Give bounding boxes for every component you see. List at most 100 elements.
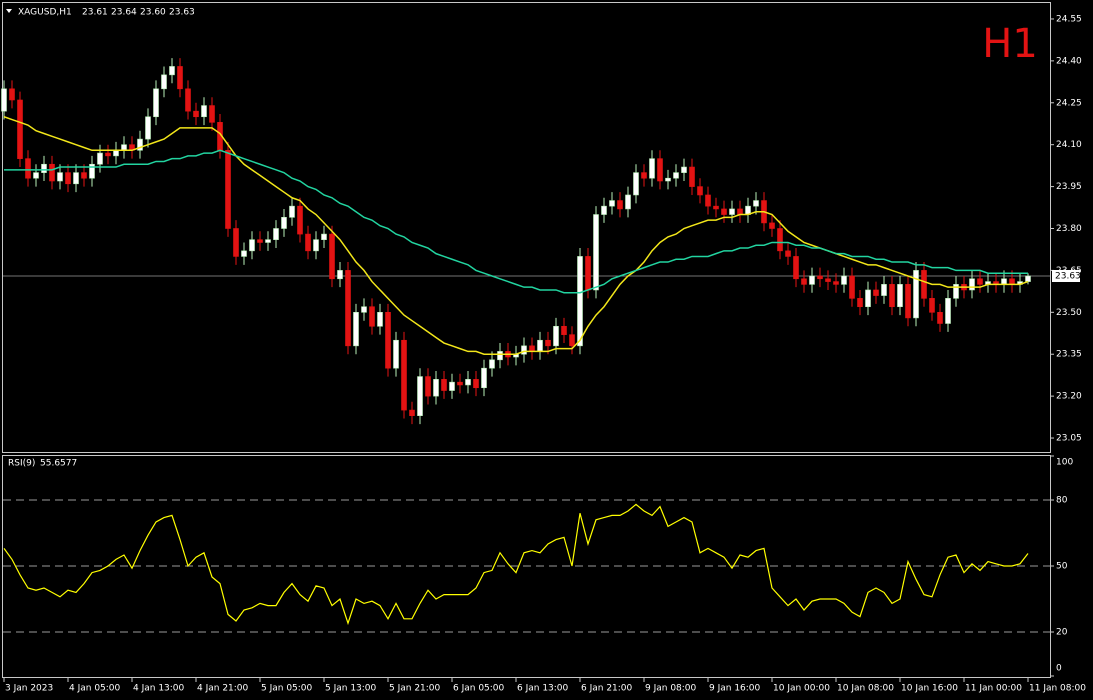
candle-body (1009, 278, 1015, 285)
candle-body (673, 172, 679, 179)
x-tick-label: 5 Jan 05:00 (261, 684, 313, 694)
candle-body (897, 284, 903, 308)
timeframe-label: H1 (982, 21, 1038, 67)
candle-body (81, 172, 87, 179)
candle-body (25, 158, 31, 179)
candle-body (305, 233, 311, 252)
rsi-value: 55.6577 (40, 459, 77, 469)
last-price-box (1052, 269, 1080, 282)
candle-body (937, 312, 943, 324)
candle-body (865, 289, 871, 308)
y-tick-label: 23.80 (1056, 224, 1082, 234)
candle-body (849, 275, 855, 299)
candle-body (145, 116, 151, 140)
x-tick-label: 5 Jan 21:00 (389, 684, 441, 694)
y-tick-label: 23.05 (1056, 434, 1082, 444)
x-tick-label: 3 Jan 2023 (5, 684, 53, 694)
candle-body (33, 172, 39, 179)
candle-body (801, 278, 807, 285)
candle-body (921, 270, 927, 299)
candle-body (905, 284, 911, 319)
candle-body (873, 289, 879, 296)
candle-body (681, 166, 687, 173)
candle-body (361, 306, 367, 313)
candle-body (89, 163, 95, 179)
candle-body (545, 339, 551, 347)
candle-body (769, 222, 775, 229)
x-tick-label: 10 Jan 16:00 (901, 684, 958, 694)
candle-body (625, 194, 631, 210)
x-tick-label: 6 Jan 05:00 (453, 684, 505, 694)
candle-body (345, 270, 351, 347)
candle-body (233, 228, 239, 257)
x-tick-label: 4 Jan 13:00 (133, 684, 185, 694)
candle-body (457, 381, 463, 386)
candle-body (977, 278, 983, 285)
candle-body (689, 166, 695, 187)
candle-body (641, 172, 647, 179)
candle-body (969, 278, 975, 291)
x-tick-label: 10 Jan 00:00 (773, 684, 830, 694)
candle-body (1, 88, 7, 112)
candle-body (433, 379, 439, 397)
candle-body (17, 99, 23, 159)
candle-body (697, 186, 703, 196)
candle-body (209, 105, 215, 123)
candle-body (945, 298, 951, 324)
candle-body (57, 172, 63, 182)
y-tick-label: 24.10 (1056, 140, 1082, 150)
candle-body (393, 339, 399, 369)
moving-average (3, 116, 1029, 355)
candle-body (753, 200, 759, 207)
candle-body (73, 172, 79, 185)
candle-body (617, 200, 623, 210)
y-tick-label: 20 (1056, 628, 1068, 638)
candle-body (785, 250, 791, 257)
candle-body (569, 334, 575, 347)
x-tick-label: 5 Jan 13:00 (325, 684, 377, 694)
candle-body (809, 275, 815, 285)
candle-body (737, 208, 743, 215)
candle-body (249, 239, 255, 252)
candle-body (385, 312, 391, 369)
x-tick-label: 11 Jan 00:00 (965, 684, 1022, 694)
y-tick-label: 100 (1056, 458, 1073, 468)
candle-body (857, 298, 863, 308)
candle-body (241, 250, 247, 257)
y-tick-label: 23.95 (1056, 182, 1082, 192)
header-open: 23.61 (82, 8, 108, 18)
rsi-title: RSI(9) (8, 459, 35, 469)
candle-body (281, 217, 287, 229)
x-tick-label: 9 Jan 16:00 (709, 684, 761, 694)
candle-body (193, 110, 199, 118)
x-tick-label: 6 Jan 21:00 (581, 684, 633, 694)
y-tick-label: 24.55 (1056, 14, 1082, 24)
candle-body (529, 345, 535, 352)
symbol: XAGUSD,H1 (18, 8, 72, 18)
candle-body (497, 351, 503, 361)
y-tick-label: 0 (1056, 664, 1062, 674)
candle-body (185, 88, 191, 112)
candle-body (113, 149, 119, 157)
price-panel (2, 2, 1051, 453)
candle-body (377, 312, 383, 327)
candle-body (105, 152, 111, 157)
candle-body (537, 339, 543, 352)
rsi-line (3, 503, 1029, 626)
candle-body (929, 298, 935, 313)
candle-body (289, 205, 295, 218)
candle-body (177, 66, 183, 90)
candle-body (825, 278, 831, 282)
candle-body (153, 88, 159, 118)
last-price-label: 23.63 (1055, 271, 1081, 281)
header-arrow (6, 9, 12, 13)
candle-body (449, 381, 455, 391)
candle-body (777, 228, 783, 252)
candle-body (201, 105, 207, 118)
y-tick-label: 80 (1056, 496, 1068, 506)
candle-body (833, 281, 839, 285)
y-tick-label: 24.25 (1056, 98, 1082, 108)
candle-body (121, 144, 127, 151)
